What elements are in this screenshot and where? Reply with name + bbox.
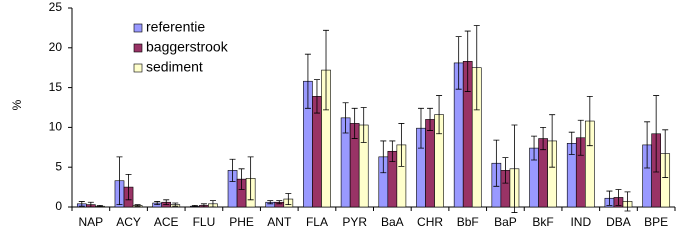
error-bar <box>323 29 330 111</box>
error-bar <box>134 204 141 207</box>
error-bar <box>87 201 94 208</box>
error-bar <box>417 107 424 149</box>
error-bar <box>116 156 123 206</box>
error-bar <box>247 156 254 201</box>
error-bar <box>493 139 500 187</box>
y-tick-label: 15 <box>49 80 63 94</box>
error-bar <box>662 129 669 178</box>
error-bar <box>455 36 462 90</box>
error-bar <box>389 140 396 163</box>
error-bar <box>267 200 274 205</box>
y-tick-label: 0 <box>55 199 62 213</box>
error-bar <box>464 30 471 92</box>
error-bar <box>531 135 538 161</box>
error-bar <box>96 205 103 208</box>
error-bar <box>568 131 575 155</box>
error-bar <box>549 114 556 168</box>
x-tick-label: CHR <box>417 215 443 229</box>
y-tick-label: 25 <box>49 0 63 14</box>
legend-label: referentie <box>146 19 205 35</box>
error-bar <box>304 53 311 109</box>
error-bar <box>209 200 216 208</box>
legend-swatch <box>133 23 143 33</box>
legend-swatch <box>133 43 143 53</box>
error-bar <box>473 25 480 111</box>
y-tick-label: 20 <box>49 40 63 54</box>
x-tick-label: FLA <box>306 215 328 229</box>
x-tick-label: BkF <box>532 215 553 229</box>
x-tick-label: ACE <box>154 215 179 229</box>
error-bar <box>313 79 320 114</box>
legend-label: sediment <box>146 59 203 75</box>
error-bar <box>125 173 132 201</box>
x-tick-label: IND <box>570 215 591 229</box>
error-bar <box>351 107 358 139</box>
chart: % 0 5 10 15 20 25 NAP ACY ACE FLU PHE ANT FLA PYR BaA C… <box>10 0 676 229</box>
legend-label: baggerstrook <box>146 39 229 55</box>
error-bar <box>615 189 622 206</box>
error-bar <box>200 203 207 208</box>
y-tick-label: 10 <box>49 120 63 134</box>
x-tick-label: PHE <box>229 215 254 229</box>
error-bar <box>511 124 518 213</box>
error-bar <box>586 95 593 147</box>
y-axis-label: % <box>10 99 24 110</box>
x-tick-label: BPE <box>644 215 668 229</box>
x-tick-label: DBA <box>606 215 631 229</box>
error-bar <box>78 201 85 207</box>
error-bar <box>172 202 179 207</box>
error-bar <box>238 168 245 190</box>
error-bar <box>427 107 434 131</box>
error-bar <box>229 158 236 182</box>
error-bar <box>398 123 405 167</box>
error-bar <box>502 157 509 184</box>
x-tick-label: NAP <box>79 215 104 229</box>
error-bar <box>606 190 613 206</box>
error-bar <box>380 140 387 174</box>
x-tick-label: ACY <box>116 215 141 229</box>
error-bar <box>276 200 283 205</box>
error-bar <box>360 107 367 143</box>
error-bar <box>624 191 631 212</box>
error-bar <box>653 95 660 173</box>
error-bar <box>163 199 170 206</box>
error-bar <box>285 193 292 206</box>
x-tick-label: FLU <box>193 215 216 229</box>
error-bar <box>154 201 161 206</box>
error-bar <box>540 127 547 151</box>
error-bar <box>577 119 584 156</box>
error-bar <box>436 95 443 135</box>
error-bar <box>644 121 651 169</box>
legend-swatch <box>133 63 143 73</box>
x-tick-label: BaP <box>494 215 517 229</box>
x-tick-label: ANT <box>267 215 292 229</box>
x-tick-label: BbF <box>457 215 479 229</box>
bar <box>425 119 435 208</box>
x-tick-label: PYR <box>342 215 367 229</box>
y-tick-label: 5 <box>55 159 62 173</box>
error-bar <box>342 102 349 134</box>
error-bar <box>191 205 198 208</box>
x-tick-label: BaA <box>381 215 404 229</box>
